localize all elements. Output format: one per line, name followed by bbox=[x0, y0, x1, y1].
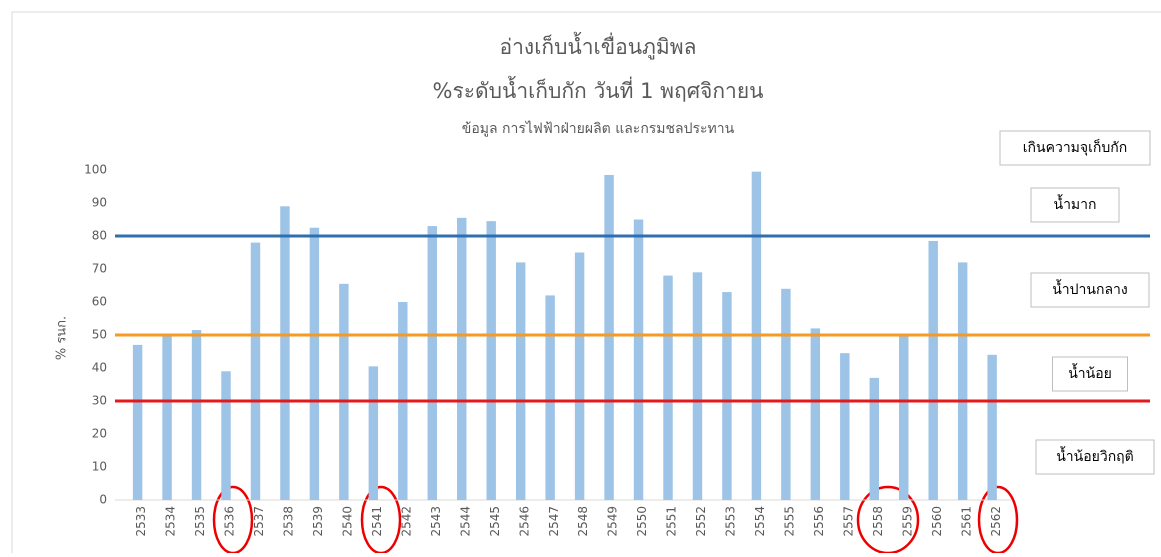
y-tick-label: 0 bbox=[99, 493, 107, 507]
bar bbox=[957, 262, 968, 500]
y-tick-label: 80 bbox=[92, 229, 107, 243]
bar bbox=[191, 330, 202, 500]
bar bbox=[574, 252, 585, 500]
x-tick-label: 2556 bbox=[812, 506, 826, 537]
x-tick-label: 2562 bbox=[989, 506, 1003, 537]
x-tick-label: 2551 bbox=[665, 506, 679, 537]
bar bbox=[515, 262, 526, 500]
bar bbox=[781, 288, 791, 500]
bar bbox=[427, 226, 437, 500]
bar bbox=[869, 377, 879, 500]
x-tick-label: 2560 bbox=[930, 506, 944, 537]
bar bbox=[486, 221, 496, 500]
y-tick-label: 100 bbox=[84, 163, 107, 177]
zone-label: น้ำน้อย bbox=[1068, 363, 1112, 382]
y-tick-label: 10 bbox=[92, 460, 107, 474]
x-tick-label: 2558 bbox=[871, 506, 885, 537]
y-tick-label: 40 bbox=[92, 361, 107, 375]
x-tick-label: 2557 bbox=[841, 506, 855, 537]
y-tick-label: 50 bbox=[92, 328, 107, 342]
zone-label: น้ำปานกลาง bbox=[1052, 279, 1128, 298]
x-tick-label: 2547 bbox=[547, 506, 561, 537]
y-tick-label: 90 bbox=[92, 196, 107, 210]
bar bbox=[604, 174, 614, 500]
zone-label-box bbox=[999, 130, 1151, 166]
zone-label: น้ำมาก bbox=[1054, 194, 1097, 213]
zone-label-box bbox=[1030, 187, 1120, 223]
x-tick-label: 2539 bbox=[311, 506, 325, 537]
x-tick-label: 2540 bbox=[341, 506, 355, 537]
zone-label-box bbox=[1030, 272, 1150, 308]
x-tick-label: 2559 bbox=[900, 506, 914, 537]
zone-label: น้ำน้อยวิกฤติ bbox=[1056, 446, 1134, 465]
bar bbox=[722, 292, 732, 500]
y-tick-label: 30 bbox=[92, 394, 107, 408]
x-tick-label: 2552 bbox=[694, 506, 708, 537]
y-axis-label: % รนก. bbox=[55, 316, 70, 360]
x-tick-label: 2546 bbox=[517, 506, 531, 537]
y-tick-label: 20 bbox=[92, 427, 107, 441]
bar bbox=[280, 206, 290, 501]
x-tick-label: 2533 bbox=[134, 506, 148, 537]
bar bbox=[457, 217, 467, 500]
chart-frame bbox=[11, 11, 1161, 557]
bar bbox=[899, 335, 909, 500]
bar bbox=[840, 353, 850, 500]
bar bbox=[250, 242, 261, 500]
bar bbox=[987, 354, 997, 500]
bar bbox=[309, 227, 320, 500]
bar bbox=[692, 272, 703, 500]
bar bbox=[132, 344, 143, 500]
x-tick-label: 2543 bbox=[429, 506, 443, 537]
bar bbox=[545, 295, 555, 500]
bar bbox=[162, 335, 172, 500]
zone-label: เกินความจุเก็บกัก bbox=[1023, 138, 1127, 156]
bar bbox=[339, 283, 349, 500]
x-tick-label: 2555 bbox=[783, 506, 797, 537]
x-tick-label: 2548 bbox=[576, 506, 590, 537]
bar bbox=[221, 371, 231, 500]
bar bbox=[663, 275, 673, 500]
bar bbox=[810, 328, 821, 500]
x-tick-label: 2534 bbox=[164, 506, 178, 537]
x-tick-label: 2535 bbox=[193, 506, 207, 537]
x-tick-label: 2541 bbox=[370, 506, 384, 537]
x-tick-label: 2538 bbox=[282, 506, 296, 537]
x-tick-label: 2549 bbox=[606, 506, 620, 537]
y-tick-label: 60 bbox=[92, 295, 107, 309]
x-tick-label: 2542 bbox=[399, 506, 413, 537]
x-tick-label: 2553 bbox=[724, 506, 738, 537]
zone-label-box bbox=[1035, 439, 1155, 475]
zone-label-box bbox=[1052, 356, 1128, 392]
chart-title: อ่างเก็บน้ำเขื่อนภูมิพล bbox=[500, 32, 697, 60]
chart-subtitle: %ระดับน้ำเก็บกัก วันที่ 1 พฤศจิกายน bbox=[432, 76, 763, 103]
x-tick-label: 2550 bbox=[635, 506, 649, 537]
bar bbox=[368, 366, 379, 500]
x-tick-label: 2536 bbox=[223, 506, 237, 537]
bar bbox=[928, 240, 938, 500]
y-tick-label: 70 bbox=[92, 262, 107, 276]
x-tick-label: 2554 bbox=[753, 506, 767, 537]
bar bbox=[633, 219, 644, 500]
x-tick-label: 2561 bbox=[959, 506, 973, 537]
x-tick-label: 2537 bbox=[252, 506, 266, 537]
x-tick-label: 2544 bbox=[458, 506, 472, 537]
chart-source: ข้อมูล การไฟฟ้าฝ่ายผลิต และกรมชลประทาน bbox=[462, 120, 735, 137]
x-tick-label: 2545 bbox=[488, 506, 502, 537]
